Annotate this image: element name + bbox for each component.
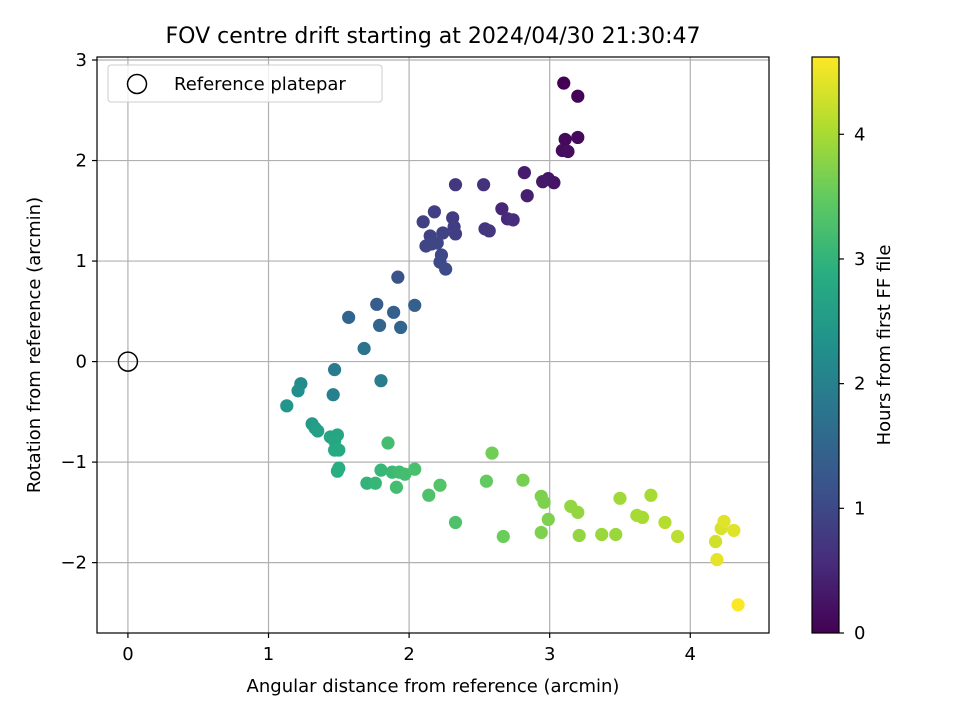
data-point	[727, 523, 741, 538]
data-point	[717, 514, 731, 529]
data-point	[394, 320, 408, 335]
x-tick-label: 4	[685, 644, 696, 665]
colorbar: 0 1 2 3 4 Hours from first FF file	[811, 56, 895, 644]
x-tick-label: 2	[403, 644, 414, 665]
data-point	[433, 478, 447, 492]
data-point	[387, 305, 401, 319]
y-tick-label: 3	[76, 50, 87, 71]
data-point	[398, 467, 412, 481]
data-point	[571, 89, 585, 103]
y-tick-label: 0	[76, 352, 87, 373]
data-point	[671, 529, 685, 544]
reference-platepar-marker	[117, 351, 139, 372]
data-point	[572, 528, 586, 543]
data-point	[389, 480, 404, 494]
legend-label: Reference platepar	[174, 74, 346, 95]
data-point	[506, 213, 520, 227]
data-point	[408, 462, 422, 476]
data-point	[427, 205, 442, 219]
data-point	[561, 144, 575, 159]
colorbar-tick-label: 4	[854, 124, 865, 145]
data-point	[516, 473, 530, 487]
data-point	[595, 527, 609, 542]
colorbar-tick-label: 1	[854, 498, 865, 519]
data-point	[291, 384, 305, 398]
data-point	[448, 178, 463, 192]
data-point	[482, 224, 496, 238]
data-point	[477, 178, 491, 192]
x-tick-label: 1	[263, 644, 274, 665]
data-point	[448, 515, 463, 530]
data-point	[280, 399, 294, 413]
y-tick-label: −2	[60, 553, 87, 574]
data-point	[391, 270, 405, 284]
data-point	[372, 318, 387, 332]
data-point	[381, 436, 395, 450]
data-point	[558, 132, 572, 147]
plot-frame	[96, 56, 770, 634]
data-point	[332, 443, 346, 457]
data-point	[357, 341, 371, 356]
x-axis-label: Angular distance from reference (arcmin)	[247, 676, 620, 697]
colorbar-tick-label: 2	[854, 374, 865, 395]
data-point	[731, 598, 745, 612]
y-axis-label: Rotation from reference (arcmin)	[24, 197, 45, 493]
data-point	[571, 130, 585, 145]
data-point	[311, 424, 325, 438]
colorbar-label: Hours from first FF file	[874, 245, 895, 446]
data-point	[374, 463, 388, 477]
x-tick-label: 3	[544, 644, 555, 665]
data-point	[368, 476, 382, 490]
data-point	[517, 166, 531, 180]
data-point	[448, 227, 463, 241]
data-point	[537, 495, 551, 509]
data-point	[439, 262, 453, 276]
axis-ticks: 0 1 2 3 4 −2 −1 0 1 2 3	[60, 50, 696, 665]
legend: Reference platepar	[107, 64, 383, 103]
data-point	[342, 310, 356, 324]
data-point	[658, 515, 672, 530]
colorbar-ticks: 0 1 2 3 4	[839, 124, 865, 644]
y-tick-label: 2	[76, 151, 87, 172]
data-points	[117, 76, 745, 612]
data-point	[330, 464, 345, 478]
data-point	[485, 446, 499, 460]
data-point	[436, 226, 450, 240]
x-tick-label: 0	[122, 644, 133, 665]
data-point	[536, 175, 550, 189]
data-point	[370, 297, 384, 311]
data-point	[571, 505, 585, 519]
data-point	[327, 363, 342, 377]
data-point	[520, 189, 534, 203]
data-point	[496, 529, 510, 544]
data-point	[635, 510, 650, 524]
data-point	[326, 388, 340, 402]
data-point	[424, 237, 439, 251]
data-point	[408, 298, 422, 312]
colorbar-tick-label: 0	[854, 623, 865, 644]
grid-lines	[97, 57, 769, 633]
data-point	[416, 215, 430, 229]
data-point	[541, 512, 555, 527]
data-point	[609, 527, 623, 542]
data-point	[479, 474, 494, 488]
data-point	[374, 374, 388, 388]
colorbar-tick-label: 3	[854, 249, 865, 270]
colorbar-gradient	[811, 56, 840, 634]
data-point	[710, 553, 724, 567]
data-point	[422, 488, 436, 502]
data-point	[495, 202, 509, 216]
data-point	[534, 525, 548, 540]
data-point	[644, 488, 658, 502]
y-tick-label: 1	[76, 251, 87, 272]
y-tick-label: −1	[60, 452, 87, 473]
data-point	[557, 76, 571, 90]
data-point	[613, 491, 627, 505]
legend-marker-icon	[126, 73, 148, 95]
chart-title: FOV centre drift starting at 2024/04/30 …	[166, 24, 701, 49]
data-point	[708, 534, 723, 549]
legend-box	[107, 64, 383, 103]
